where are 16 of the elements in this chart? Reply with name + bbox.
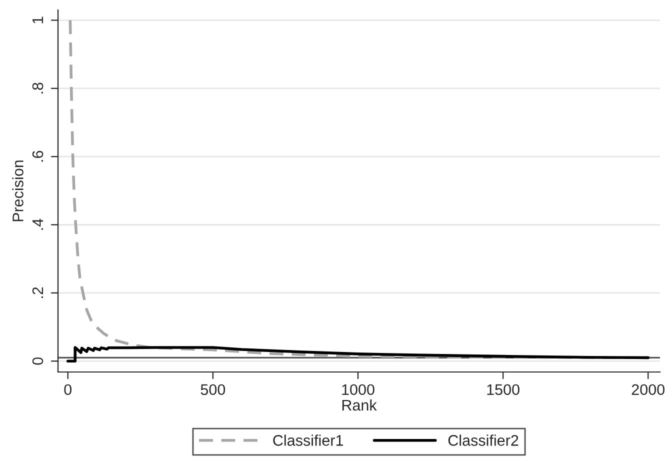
y-tick-label: 1: [32, 16, 44, 24]
x-tick-label: 1500: [487, 384, 520, 396]
y-tick-label: .8: [32, 82, 44, 94]
y-tick-label: 0: [32, 357, 44, 365]
y-tick-label: .2: [32, 287, 44, 298]
line-series: [66, 346, 650, 362]
x-axis-title: Rank: [342, 399, 377, 411]
x-tick-label: 1000: [342, 384, 374, 396]
y-tick-label: .4: [32, 218, 44, 230]
legend-label: Classifier1: [273, 434, 343, 446]
legend-label: Classifier2: [448, 434, 518, 446]
x-tick-label: 0: [64, 384, 72, 396]
x-tick-label: 500: [200, 384, 226, 396]
y-axis-title: Precision: [12, 160, 24, 222]
x-tick-label: 2000: [632, 384, 665, 396]
y-tick-label: .6: [32, 150, 44, 162]
